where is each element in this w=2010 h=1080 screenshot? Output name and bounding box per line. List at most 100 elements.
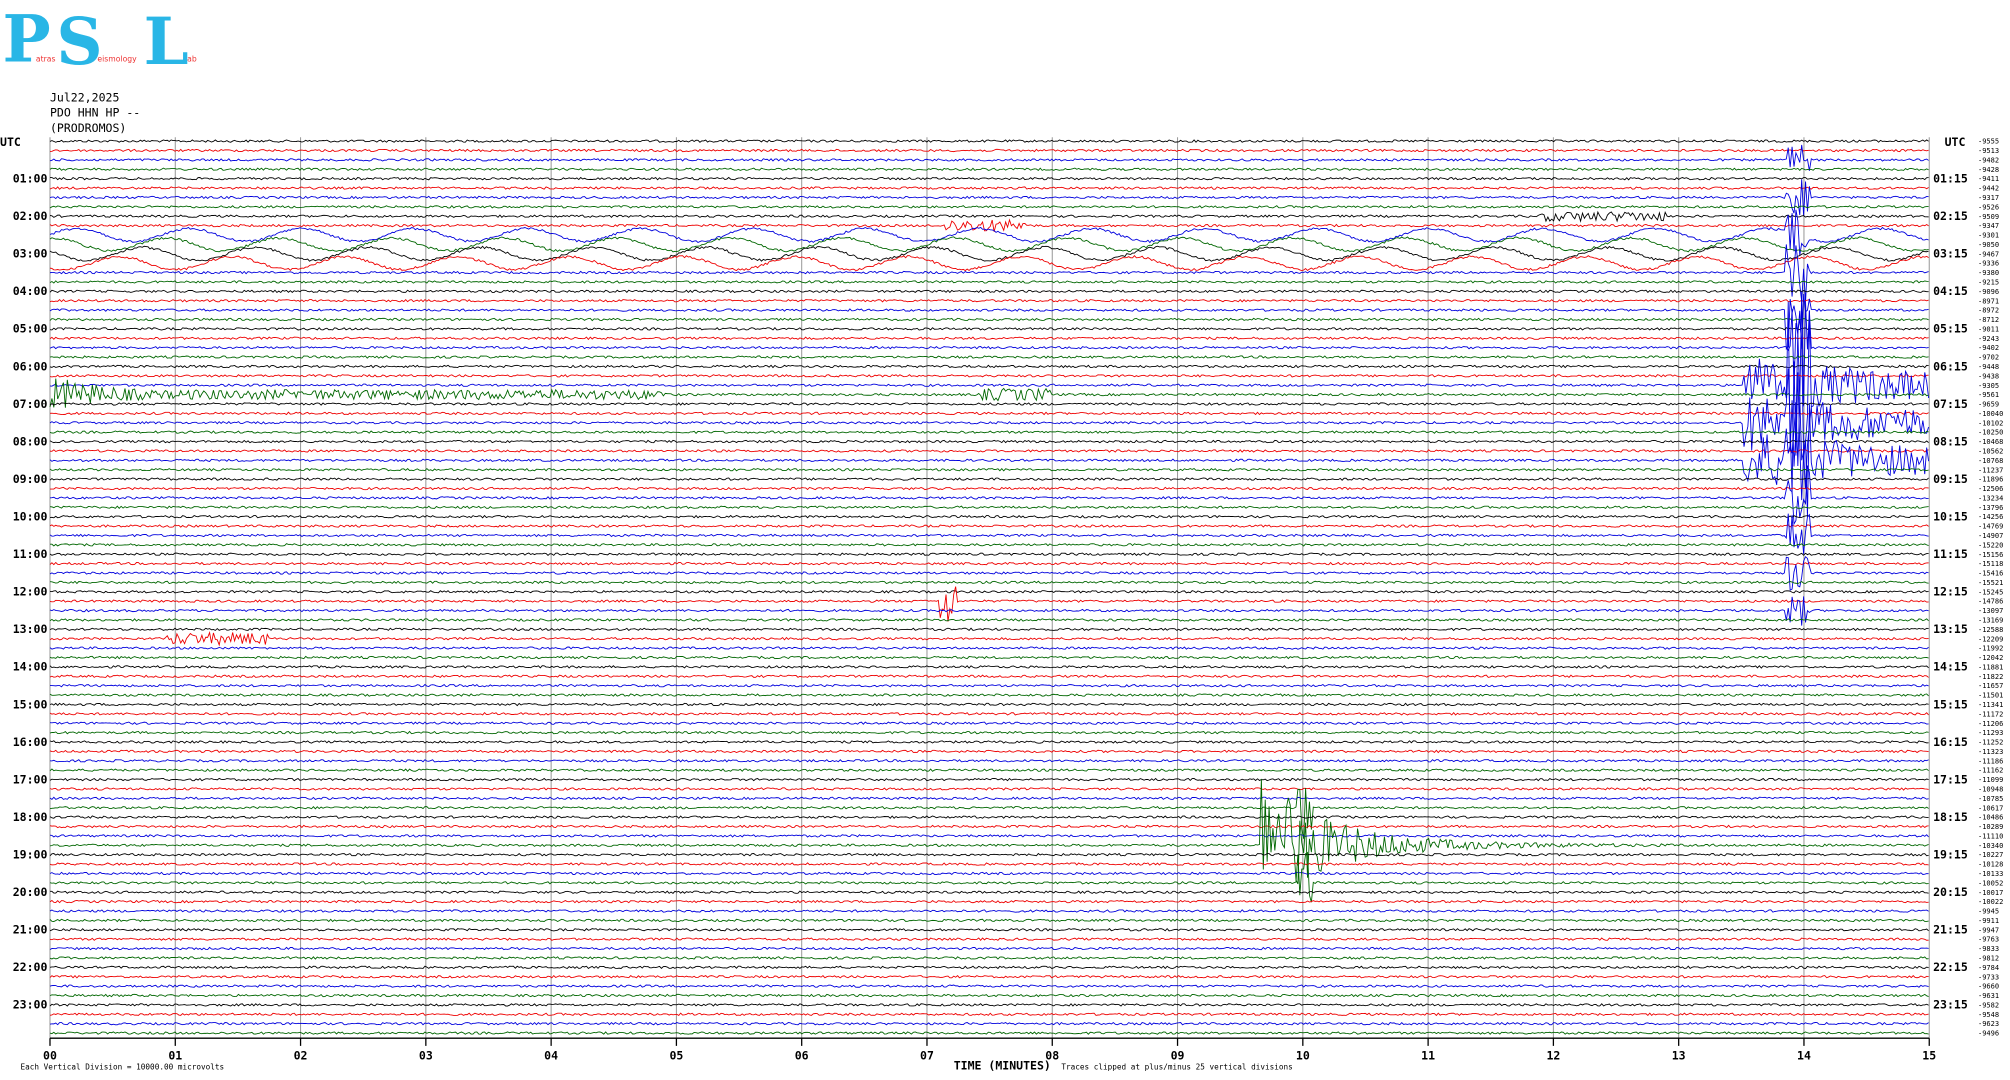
x-tick-label: 02 xyxy=(294,1048,308,1062)
offset-label: -11896 xyxy=(1978,475,2003,484)
trace xyxy=(49,1021,1929,1026)
hour-label: 18:15 xyxy=(1933,810,1968,824)
hour-label: 03:15 xyxy=(1933,247,1968,261)
trace xyxy=(49,218,1929,232)
offset-label: -15118 xyxy=(1978,559,2003,568)
trace xyxy=(49,378,1929,408)
trace xyxy=(49,244,1929,303)
hour-label: 12:15 xyxy=(1933,585,1968,599)
trace xyxy=(49,937,1929,942)
offset-label: -10486 xyxy=(1978,813,2003,822)
offset-label: -10250 xyxy=(1978,428,2003,437)
offset-label: -11881 xyxy=(1978,662,2003,671)
trace xyxy=(49,851,1929,903)
trace xyxy=(49,927,1929,932)
offset-label: -13234 xyxy=(1978,493,2003,502)
trace xyxy=(49,430,1929,434)
hour-label: 15:15 xyxy=(1933,697,1968,711)
trace xyxy=(49,209,1929,256)
trace xyxy=(49,852,1929,857)
x-tick-label: 03 xyxy=(419,1048,433,1062)
hour-label: 15:00 xyxy=(13,697,48,711)
logo-text: atras xyxy=(36,55,56,64)
utc-left: UTC xyxy=(0,135,21,149)
hour-label: 02:00 xyxy=(13,209,48,223)
trace xyxy=(49,317,1929,322)
trace xyxy=(49,561,1929,566)
offset-label: -9243 xyxy=(1978,334,1999,343)
trace xyxy=(49,749,1929,754)
hour-label: 09:00 xyxy=(13,472,48,486)
offset-label: -11186 xyxy=(1978,756,2003,765)
offset-label: -10022 xyxy=(1978,897,2003,906)
hour-label: 16:00 xyxy=(13,735,48,749)
trace xyxy=(49,236,1929,253)
x-tick-label: 01 xyxy=(168,1048,182,1062)
offset-label: -8972 xyxy=(1978,306,1999,315)
offset-label: -10017 xyxy=(1978,888,2003,897)
hour-label: 05:15 xyxy=(1933,322,1968,336)
hour-label: 03:00 xyxy=(13,247,48,261)
hour-label: 19:15 xyxy=(1933,848,1968,862)
trace xyxy=(49,590,1929,594)
hour-label: 20:00 xyxy=(13,885,48,899)
x-tick-label: 08 xyxy=(1045,1048,1059,1062)
trace xyxy=(49,411,1929,416)
trace xyxy=(49,596,1929,626)
offset-label: -11323 xyxy=(1978,747,2003,756)
x-tick-label: 11 xyxy=(1421,1048,1435,1062)
trace xyxy=(49,289,1929,294)
trace xyxy=(49,956,1929,960)
hour-label: 01:15 xyxy=(1933,171,1968,185)
trace xyxy=(49,402,1929,406)
offset-label: -10562 xyxy=(1978,446,2003,455)
x-axis-title: TIME (MINUTES) xyxy=(954,1059,1051,1073)
trace xyxy=(49,210,1929,223)
offset-label: -9050 xyxy=(1978,240,1999,249)
offset-label: -9096 xyxy=(1978,287,1999,296)
offset-label: -12042 xyxy=(1978,653,2003,662)
offset-label: -9380 xyxy=(1978,268,1999,277)
trace xyxy=(49,139,1929,143)
offset-label: -11206 xyxy=(1978,719,2003,728)
offset-label: -12506 xyxy=(1978,484,2003,493)
trace xyxy=(49,777,1929,782)
offset-label: -15156 xyxy=(1978,550,2003,559)
trace xyxy=(49,552,1929,557)
logo-text: ab xyxy=(187,55,197,64)
hour-label: 10:15 xyxy=(1933,510,1968,524)
offset-label: -10768 xyxy=(1978,456,2003,465)
offset-label: -9561 xyxy=(1978,390,1999,399)
x-tick-label: 13 xyxy=(1672,1048,1686,1062)
trace xyxy=(49,465,1929,526)
offset-label: -9305 xyxy=(1978,381,1999,390)
trace xyxy=(49,477,1929,481)
trace xyxy=(49,618,1929,622)
trace xyxy=(49,965,1929,970)
offset-label: -9467 xyxy=(1978,249,1999,258)
trace xyxy=(49,740,1929,744)
trace xyxy=(49,167,1929,172)
hour-label: 04:00 xyxy=(13,284,48,298)
offset-label: -9011 xyxy=(1978,324,1999,333)
trace xyxy=(49,301,1930,467)
trace xyxy=(49,245,1929,262)
trace xyxy=(49,730,1929,735)
offset-label: -15521 xyxy=(1978,578,2003,587)
trace xyxy=(49,918,1929,923)
trace xyxy=(49,834,1929,838)
offset-label: -9513 xyxy=(1978,146,1999,155)
offset-label: -10128 xyxy=(1978,860,2003,869)
trace xyxy=(49,909,1929,913)
trace xyxy=(49,364,1929,369)
date: Jul22,2025 xyxy=(50,90,119,104)
hour-label: 02:15 xyxy=(1933,209,1968,223)
offset-label: -9496 xyxy=(1978,1029,1999,1038)
offset-label: -11252 xyxy=(1978,738,2003,747)
trace xyxy=(49,486,1929,491)
offset-label: -10785 xyxy=(1978,794,2003,803)
offset-label: -11657 xyxy=(1978,681,2003,690)
offset-label: -11992 xyxy=(1978,644,2003,653)
offset-label: -9784 xyxy=(1978,963,1999,972)
hour-label: 06:15 xyxy=(1933,359,1968,373)
